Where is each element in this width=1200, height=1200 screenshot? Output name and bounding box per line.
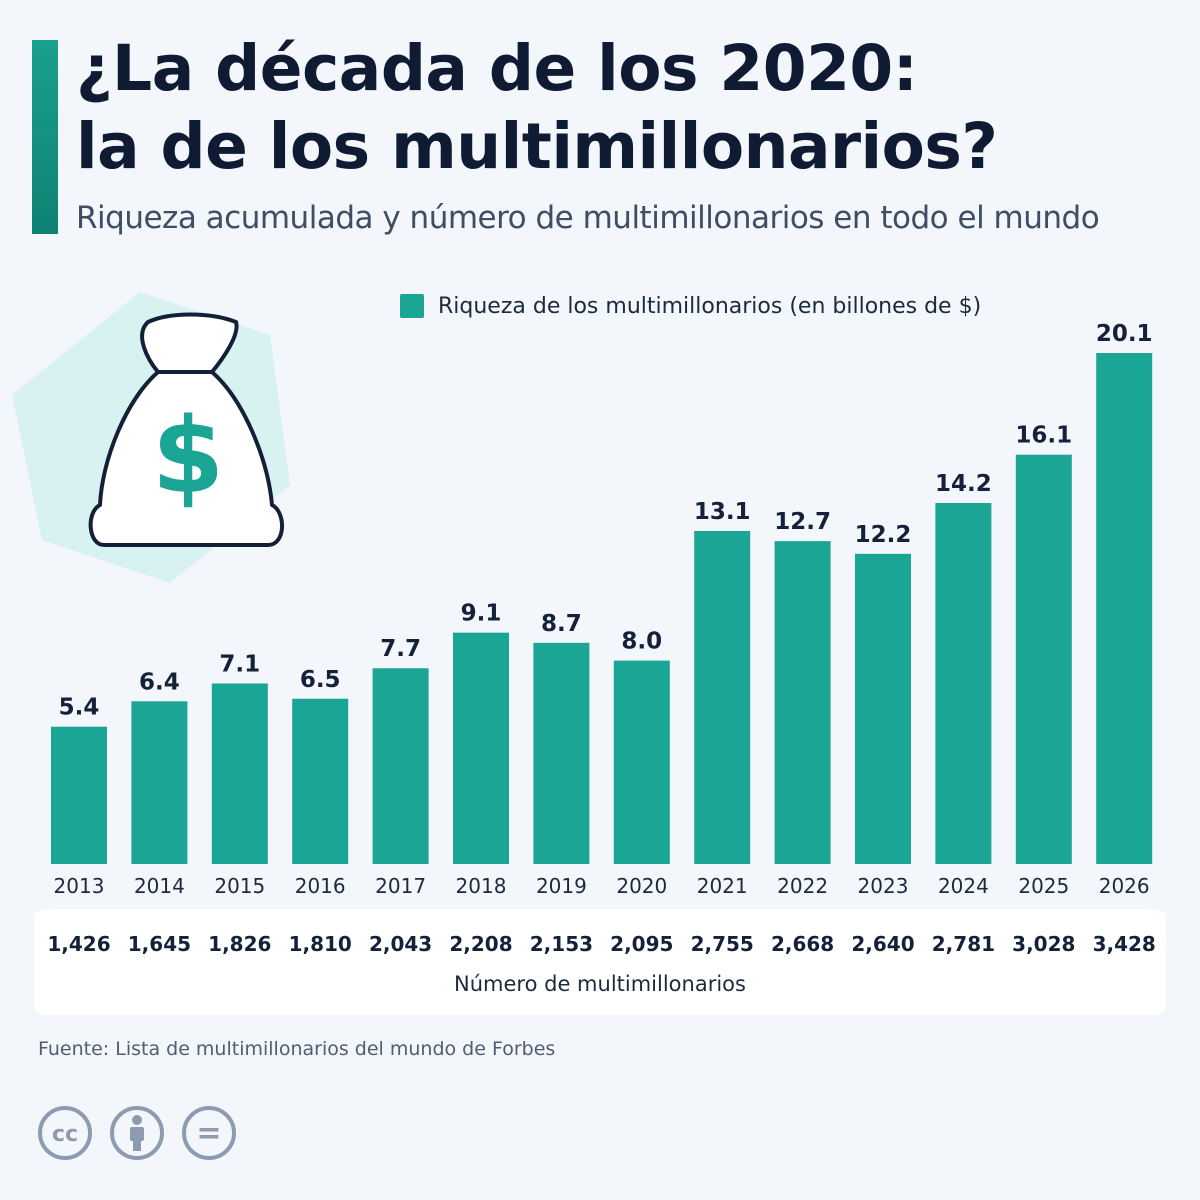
bar-value-label: 7.7 — [380, 636, 421, 662]
title-line-2: la de los multimillonarios? — [76, 110, 998, 183]
chart-legend: Riqueza de los multimillonarios (en bill… — [400, 288, 981, 324]
x-tick-label: 2015 — [214, 874, 265, 898]
bar-value-label: 8.0 — [621, 629, 662, 655]
cc-icon-text: cc — [52, 1122, 78, 1147]
legend-label: Riqueza de los multimillonarios (en bill… — [438, 293, 982, 319]
bar — [1096, 353, 1153, 864]
x-tick-label: 2017 — [375, 874, 426, 898]
no-derivatives-icon: = — [182, 1106, 236, 1160]
x-tick-label: 2025 — [1018, 874, 1069, 898]
nd-icon-text: = — [196, 1116, 221, 1151]
bar-value-label: 13.1 — [694, 499, 751, 525]
bar — [211, 683, 268, 864]
bar-value-label: 16.1 — [1015, 423, 1072, 449]
bar-value-label: 7.1 — [219, 651, 260, 677]
x-tick-label: 2026 — [1099, 874, 1150, 898]
bar — [935, 502, 992, 864]
bar — [613, 660, 670, 864]
x-tick-label: 2023 — [858, 874, 909, 898]
bar — [855, 553, 911, 864]
bar — [453, 632, 509, 864]
x-tick-label: 2024 — [938, 874, 989, 898]
legend-swatch — [400, 294, 424, 318]
source-note: Fuente: Lista de multimillonarios del mu… — [38, 1038, 556, 1060]
bar-value-label: 6.4 — [139, 669, 180, 695]
bar-value-label: 14.2 — [935, 471, 992, 497]
bar-value-label: 12.7 — [774, 509, 831, 535]
title-accent-bar — [32, 40, 58, 234]
counts-panel — [34, 909, 1166, 1015]
bar — [292, 698, 349, 864]
bar — [1015, 454, 1072, 864]
decor-hexagon — [12, 292, 290, 583]
title-line-1: ¿La década de los 2020: — [76, 32, 918, 105]
x-tick-label: 2014 — [134, 874, 185, 898]
x-tick-label: 2020 — [616, 874, 667, 898]
bar — [694, 530, 751, 864]
x-tick-label: 2018 — [456, 874, 507, 898]
bar-value-label: 6.5 — [300, 667, 341, 693]
page-title: ¿La década de los 2020: la de los multim… — [76, 30, 1176, 186]
bar-value-label: 9.1 — [461, 601, 502, 627]
dollar-symbol: $ — [152, 395, 224, 517]
x-tick-label: 2016 — [295, 874, 346, 898]
bar — [372, 668, 429, 864]
bar — [533, 642, 590, 864]
bar-value-label: 8.7 — [541, 611, 582, 637]
x-tick-label: 2013 — [54, 874, 105, 898]
bar — [51, 726, 107, 864]
bar — [774, 541, 831, 864]
x-tick-label: 2021 — [697, 874, 748, 898]
bar — [131, 701, 188, 864]
bar-value-label: 20.1 — [1096, 321, 1153, 347]
money-bag-icon: $ — [88, 312, 285, 547]
bar-value-label: 12.2 — [855, 522, 912, 548]
counts-label: Número de multimillonarios — [454, 972, 746, 996]
x-tick-label: 2019 — [536, 874, 587, 898]
x-tick-label: 2022 — [777, 874, 828, 898]
attribution-icon — [110, 1106, 164, 1160]
bar-value-label: 5.4 — [59, 695, 100, 721]
page-subtitle: Riqueza acumulada y número de multimillo… — [76, 200, 1100, 236]
cc-icon: cc — [38, 1106, 92, 1160]
